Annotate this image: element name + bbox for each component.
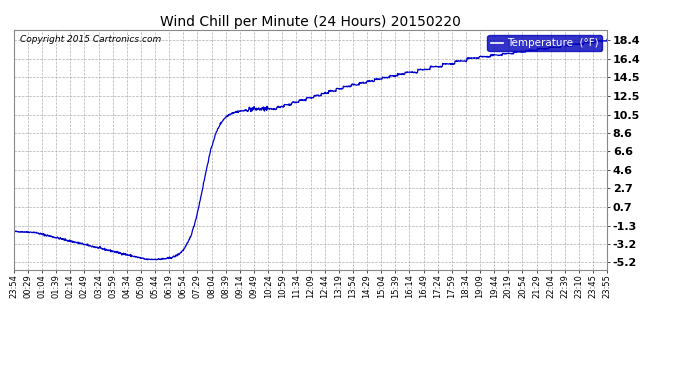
Title: Wind Chill per Minute (24 Hours) 20150220: Wind Chill per Minute (24 Hours) 2015022… xyxy=(160,15,461,29)
Legend: Temperature  (°F): Temperature (°F) xyxy=(487,35,602,51)
Text: Copyright 2015 Cartronics.com: Copyright 2015 Cartronics.com xyxy=(20,35,161,44)
